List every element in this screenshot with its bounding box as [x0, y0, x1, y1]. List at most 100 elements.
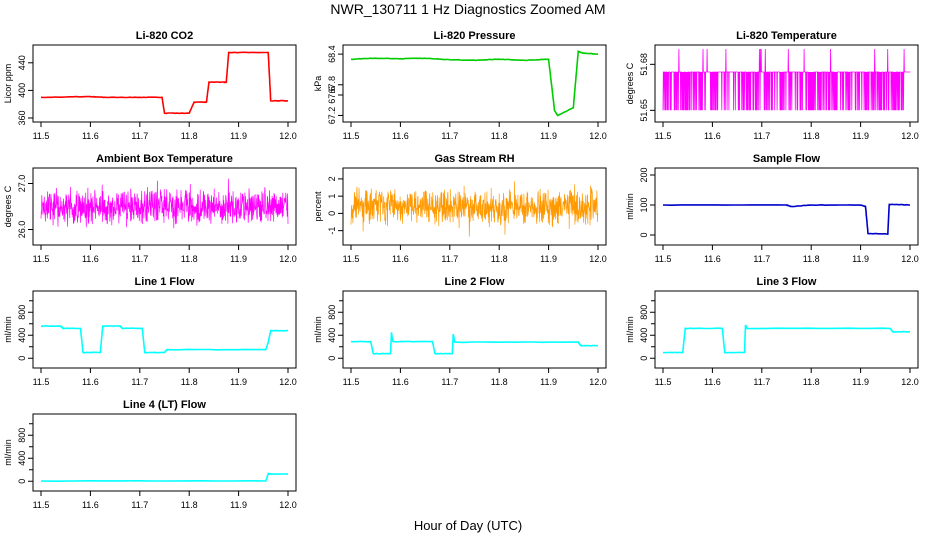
plot-frame [32, 290, 297, 369]
panel-title: Line 4 (LT) Flow [123, 399, 206, 411]
y-tick-label: 27.0 [17, 175, 27, 193]
plot-frame [342, 167, 607, 246]
y-tick-label: 51.68 [639, 53, 649, 76]
x-tick-label: 12.0 [279, 254, 297, 264]
panel-title: Li-820 Pressure [434, 30, 516, 42]
y-axis-label: ml/min [313, 316, 323, 343]
y-axis-label: ml/min [3, 439, 13, 466]
x-tick-label: 11.9 [540, 377, 557, 387]
y-tick-label: 400 [17, 451, 27, 466]
panel-0: Li-820 CO2 11.5 11.6 11.7 11.8 11.9 12.0 360 400… [3, 30, 297, 141]
panel-title: Line 1 Flow [135, 276, 195, 288]
x-tick-label: 12.0 [589, 254, 607, 264]
y-tick-label: 800 [327, 305, 337, 320]
y-tick-label: 68.4 [327, 45, 337, 63]
panel-6: Line 1 Flow 11.5 11.6 11.7 11.8 11.9 12.0 0 400 8… [3, 276, 297, 387]
x-tick-label: 11.6 [82, 377, 99, 387]
x-tick-label: 11.7 [131, 131, 148, 141]
y-axis-label: degrees C [3, 185, 13, 227]
y-tick-label: 800 [17, 428, 27, 443]
x-tick-label: 11.7 [441, 377, 458, 387]
y-tick-label: 2 [327, 176, 337, 181]
x-tick-label: 11.9 [230, 131, 247, 141]
x-tick-label: 11.8 [181, 377, 198, 387]
x-tick-label: 11.5 [33, 254, 50, 264]
panel-2: Li-820 Temperature 11.5 11.6 11.7 11.8 11.9 12… [625, 30, 919, 141]
panel-title: Line 3 Flow [757, 276, 817, 288]
y-tick-label: 0 [17, 479, 27, 484]
plot-frame [654, 44, 919, 123]
y-tick-label: 0 [639, 356, 649, 361]
x-tick-label: 12.0 [279, 500, 297, 510]
y-axis-label: ml/min [625, 193, 635, 220]
y-tick-label: 440 [17, 55, 27, 70]
x-tick-label: 11.6 [392, 377, 409, 387]
series-line [662, 324, 910, 354]
y-tick-label: 400 [639, 328, 649, 343]
panel-title: Li-820 Temperature [736, 30, 837, 42]
x-tick-label: 11.7 [131, 254, 148, 264]
x-tick-label: 11.9 [852, 377, 869, 387]
panel-9: Line 4 (LT) Flow 11.5 11.6 11.7 11.8 11.9 12.0… [3, 399, 297, 510]
y-axis-label: degrees C [625, 62, 635, 104]
y-tick-label: 400 [327, 328, 337, 343]
y-tick-label: 800 [639, 305, 649, 320]
panel-7: Line 2 Flow 11.5 11.6 11.7 11.8 11.9 12.0 0 400 8… [313, 276, 607, 387]
y-tick-label: 400 [17, 328, 27, 343]
x-tick-label: 11.7 [753, 377, 770, 387]
x-tick-label: 11.6 [82, 254, 99, 264]
y-tick-label: 26.0 [17, 221, 27, 239]
x-tick-label: 11.7 [131, 500, 148, 510]
y-tick-label: 67.6 [327, 86, 337, 104]
panel-5: Sample Flow 11.5 11.6 11.7 11.8 11.9 12.0 0 100 2… [625, 153, 919, 264]
series-line [662, 203, 910, 235]
x-tick-label: 11.9 [852, 254, 869, 264]
series-line [350, 332, 599, 355]
y-tick-label: 1 [327, 194, 337, 199]
plot-frame [654, 290, 919, 369]
x-tick-label: 12.0 [901, 254, 919, 264]
series-line [40, 472, 288, 483]
x-tick-label: 11.8 [491, 131, 508, 141]
plot-frame [32, 413, 297, 492]
panel-title: Line 2 Flow [445, 276, 505, 288]
x-tick-label: 11.6 [704, 254, 721, 264]
x-tick-label: 12.0 [589, 377, 607, 387]
x-tick-label: 11.6 [82, 500, 99, 510]
plot-frame [654, 167, 919, 246]
plot-frame [32, 167, 297, 246]
y-tick-label: 100 [639, 197, 649, 212]
panel-title: Gas Stream RH [434, 153, 514, 165]
x-tick-label: 11.8 [491, 377, 508, 387]
y-tick-label: 400 [17, 83, 27, 98]
series-line [40, 51, 289, 115]
plot-frame [342, 44, 607, 123]
x-tick-label: 11.8 [803, 131, 820, 141]
x-tick-label: 11.8 [181, 254, 198, 264]
x-tick-label: 11.5 [33, 500, 50, 510]
x-tick-label: 11.9 [540, 254, 557, 264]
x-tick-label: 11.7 [753, 254, 770, 264]
x-tick-label: 12.0 [901, 131, 919, 141]
y-axis-label: Licor ppm [3, 64, 13, 104]
panel-4: Gas Stream RH 11.5 11.6 11.7 11.8 11.9 12.0 -1 0… [313, 153, 607, 264]
y-axis-label: ml/min [625, 316, 635, 343]
x-tick-label: 11.7 [131, 377, 148, 387]
x-tick-label: 11.7 [753, 131, 770, 141]
plot-frame [32, 44, 297, 123]
y-tick-label: 800 [17, 305, 27, 320]
x-tick-label: 11.6 [392, 131, 409, 141]
x-tick-label: 11.9 [852, 131, 869, 141]
series-line [40, 324, 289, 354]
x-tick-label: 11.5 [655, 377, 672, 387]
y-tick-label: 0 [327, 356, 337, 361]
x-tick-label: 11.8 [181, 500, 198, 510]
series-line [40, 178, 289, 229]
x-tick-label: 11.5 [33, 377, 50, 387]
y-tick-label: 51.65 [639, 99, 649, 122]
x-tick-label: 12.0 [279, 377, 297, 387]
panel-title: Sample Flow [753, 153, 821, 165]
x-tick-label: 11.5 [33, 131, 50, 141]
x-tick-label: 11.9 [230, 377, 247, 387]
